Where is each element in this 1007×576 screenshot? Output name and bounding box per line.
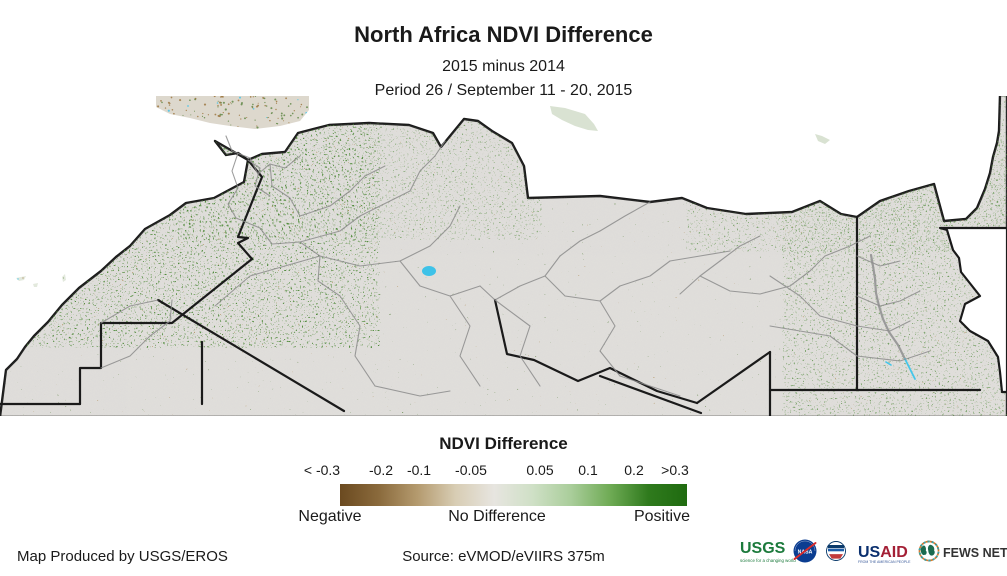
svg-text:USAID: USAID — [858, 544, 908, 561]
svg-text:science for a changing world: science for a changing world — [740, 558, 796, 563]
svg-text:FEWS NET: FEWS NET — [943, 546, 1007, 560]
svg-text:USGS: USGS — [740, 540, 786, 557]
svg-text:FROM THE AMERICAN PEOPLE: FROM THE AMERICAN PEOPLE — [858, 560, 911, 564]
